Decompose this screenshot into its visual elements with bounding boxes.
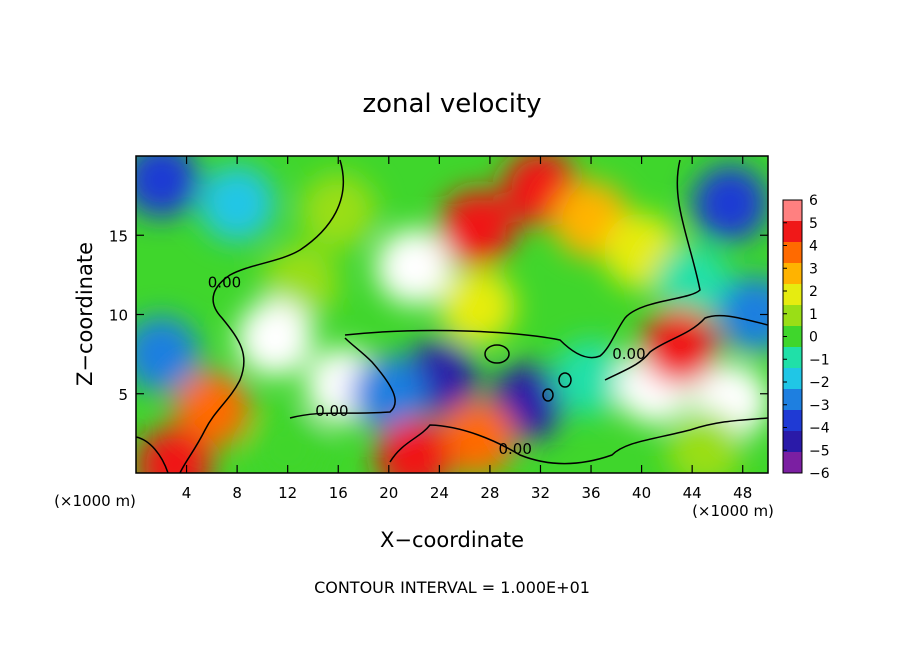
velocity-cell (249, 411, 326, 473)
velocity-cell (717, 276, 768, 353)
colorbar-swatch (783, 326, 802, 348)
velocity-cell (237, 300, 314, 377)
x-tick-label: 8 (232, 484, 242, 502)
contour-label: 0.00 (208, 274, 241, 292)
velocity-cell (439, 268, 516, 345)
colorbar-swatch (783, 221, 802, 243)
x-tick-label: 32 (531, 484, 550, 502)
x-tick-label: 28 (480, 484, 499, 502)
y-tick-label: 15 (109, 227, 128, 245)
x-tick-label: 48 (733, 484, 752, 502)
velocity-cell (136, 156, 200, 218)
colorbar-swatch (783, 452, 802, 474)
colorbar-swatch (783, 368, 802, 390)
colorbar-swatch (783, 431, 802, 453)
y-axis-label: Z−coordinate (73, 242, 97, 386)
zero-contour-line (604, 314, 768, 381)
colorbar-tick-label: −5 (809, 443, 830, 459)
x-tick-label: 36 (581, 484, 600, 502)
x-tick-label: 24 (430, 484, 449, 502)
colorbar-swatch (783, 284, 802, 306)
chart-title: zonal velocity (362, 89, 541, 119)
x-tick-label: 44 (683, 484, 702, 502)
zero-contour-line (542, 388, 554, 402)
colorbar-tick-label: −4 (809, 421, 830, 437)
zero-contour-line (389, 417, 768, 465)
zero-contour-line (344, 159, 701, 359)
colorbar-swatch (783, 263, 802, 285)
colorbar-swatch (783, 389, 802, 411)
x-tick-label: 40 (632, 484, 651, 502)
contour-label: 0.00 (612, 345, 645, 363)
colorbar-swatch (783, 242, 802, 264)
velocity-cell (553, 339, 630, 416)
velocity-cell (136, 427, 212, 473)
colorbar-tick-label: −1 (809, 352, 830, 368)
contour-label: 0.00 (498, 440, 531, 458)
colorbar-swatch (783, 305, 802, 327)
velocity-cell (439, 400, 516, 473)
velocity-cell (376, 228, 453, 305)
y-tick-label: 10 (109, 307, 128, 325)
velocity-cell (654, 244, 731, 321)
zero-contour-line (136, 436, 169, 473)
colorbar-tick-label: 4 (809, 239, 818, 255)
velocity-cell (173, 371, 250, 448)
velocity-cell (300, 173, 377, 250)
velocity-cell (641, 308, 718, 385)
zero-contour-line (484, 344, 510, 364)
velocity-cell (136, 316, 200, 393)
x-tick-label: 20 (379, 484, 398, 502)
x-tick-label: 12 (278, 484, 297, 502)
velocity-cell (439, 189, 516, 266)
colorbar-swatch (783, 410, 802, 432)
x-axis-label: X−coordinate (380, 528, 524, 552)
colorbar-tick-label: −6 (809, 466, 830, 482)
colorbar (783, 200, 802, 474)
colorbar-tick-label: 0 (809, 330, 818, 346)
colorbar-tick-label: 2 (809, 284, 818, 300)
x-axis-unit-left: (×1000 m) (54, 492, 136, 510)
y-tick-label: 5 (118, 386, 128, 404)
colorbar-tick-label: −2 (809, 375, 830, 391)
y-axis-ticks: 5 10 15 (109, 227, 768, 404)
colorbar-tick-label: 3 (809, 261, 818, 277)
zero-contour-line (289, 337, 396, 419)
velocity-cell (692, 165, 768, 242)
velocity-field: 0.00 0.00 0.00 0.00 (136, 156, 768, 473)
zero-contour-line (558, 372, 572, 388)
x-axis-ticks: 4 8 12 16 20 24 28 32 36 40 44 48 (182, 156, 752, 502)
colorbar-tick-label: 1 (809, 307, 818, 323)
colorbar-tick-label: 6 (809, 193, 818, 209)
x-axis-unit-right: (×1000 m) (692, 502, 774, 520)
colorbar-tick-label: 5 (809, 216, 818, 232)
colorbar-tick-label: −3 (809, 398, 830, 414)
velocity-cell (666, 411, 743, 473)
velocity-cell (376, 419, 453, 473)
colorbar-swatch (783, 347, 802, 369)
zero-contour-line (179, 159, 345, 473)
colorbar-labels: 6 5 4 3 2 1 0 −1 −2 −3 −4 −5 −6 (783, 193, 830, 482)
velocity-cell (199, 165, 276, 242)
contour-interval-note: CONTOUR INTERVAL = 1.000E+01 (314, 578, 590, 597)
x-tick-label: 16 (329, 484, 348, 502)
colorbar-swatch (783, 200, 802, 222)
contour-label: 0.00 (315, 402, 348, 420)
x-tick-label: 4 (182, 484, 192, 502)
